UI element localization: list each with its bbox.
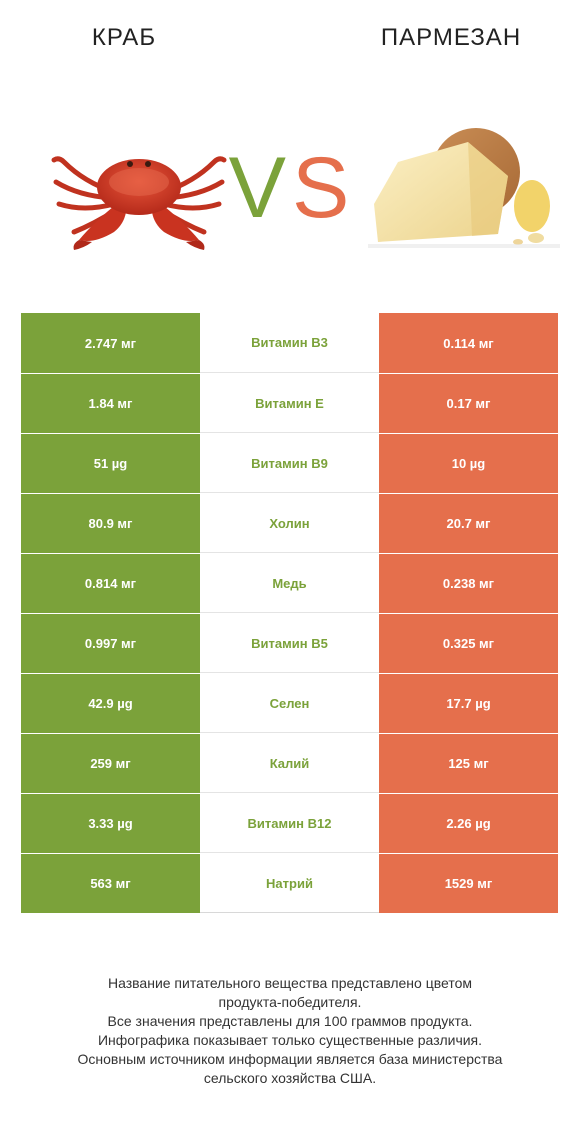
left-value: 42.9 µg bbox=[21, 674, 200, 733]
left-value: 3.33 µg bbox=[21, 794, 200, 853]
right-value: 1529 мг bbox=[379, 854, 558, 913]
left-value: 80.9 мг bbox=[21, 494, 200, 553]
left-value: 0.997 мг bbox=[21, 614, 200, 673]
nutrient-name: Калий bbox=[200, 734, 379, 793]
table-row: 2.747 мг Витамин B3 0.114 мг bbox=[21, 313, 558, 373]
right-value: 0.325 мг bbox=[379, 614, 558, 673]
nutrient-name: Витамин B5 bbox=[200, 614, 379, 673]
vs-v: V bbox=[228, 140, 292, 236]
table-row: 0.997 мг Витамин B5 0.325 мг bbox=[21, 613, 558, 673]
nutrient-name: Медь bbox=[200, 554, 379, 613]
footer-line: Инфографика показывает только существенн… bbox=[97, 1032, 483, 1048]
left-value: 51 µg bbox=[21, 434, 200, 493]
table-row: 1.84 мг Витамин E 0.17 мг bbox=[21, 373, 558, 433]
left-value: 2.747 мг bbox=[21, 313, 200, 373]
nutrient-name: Витамин B12 bbox=[200, 794, 379, 853]
table-row: 42.9 µg Селен 17.7 µg bbox=[21, 673, 558, 733]
right-value: 20.7 мг bbox=[379, 494, 558, 553]
right-product-title: ПАРМЕЗАН bbox=[380, 24, 522, 51]
parmesan-image bbox=[368, 128, 560, 248]
table-row: 0.814 мг Медь 0.238 мг bbox=[21, 553, 558, 613]
comparison-table: 2.747 мг Витамин B3 0.114 мг 1.84 мг Вит… bbox=[21, 313, 558, 913]
right-value: 2.26 µg bbox=[379, 794, 558, 853]
nutrient-name: Холин bbox=[200, 494, 379, 553]
right-value: 0.17 мг bbox=[379, 374, 558, 433]
nutrient-name: Витамин B9 bbox=[200, 434, 379, 493]
footer-line: Название питательного вещества представл… bbox=[107, 975, 473, 991]
right-value: 0.114 мг bbox=[379, 313, 558, 373]
left-value: 563 мг bbox=[21, 854, 200, 913]
left-value: 0.814 мг bbox=[21, 554, 200, 613]
nutrient-name: Селен bbox=[200, 674, 379, 733]
vs-s: S bbox=[292, 140, 356, 236]
left-value: 259 мг bbox=[21, 734, 200, 793]
crab-image bbox=[51, 156, 227, 250]
table-row: 80.9 мг Холин 20.7 мг bbox=[21, 493, 558, 553]
nutrient-name: Витамин B3 bbox=[200, 313, 379, 373]
table-row: 563 мг Натрий 1529 мг bbox=[21, 853, 558, 913]
right-value: 10 µg bbox=[379, 434, 558, 493]
footer-line: Все значения представлены для 100 граммо… bbox=[107, 1013, 473, 1029]
table-row: 51 µg Витамин B9 10 µg bbox=[21, 433, 558, 493]
left-product-title: КРАБ bbox=[91, 24, 157, 51]
nutrient-name: Натрий bbox=[200, 854, 379, 913]
right-value: 125 мг bbox=[379, 734, 558, 793]
right-value: 0.238 мг bbox=[379, 554, 558, 613]
right-value: 17.7 µg bbox=[379, 674, 558, 733]
footer-notes: Название питательного вещества представл… bbox=[20, 974, 560, 1088]
footer-line: Основным источником информации является … bbox=[77, 1051, 503, 1067]
table-row: 3.33 µg Витамин B12 2.26 µg bbox=[21, 793, 558, 853]
footer-line: сельского хозяйства США. bbox=[203, 1070, 377, 1086]
footer-line: продукта-победителя. bbox=[218, 994, 362, 1010]
left-value: 1.84 мг bbox=[21, 374, 200, 433]
vs-label: VS bbox=[222, 138, 362, 238]
nutrient-name: Витамин E bbox=[200, 374, 379, 433]
table-row: 259 мг Калий 125 мг bbox=[21, 733, 558, 793]
